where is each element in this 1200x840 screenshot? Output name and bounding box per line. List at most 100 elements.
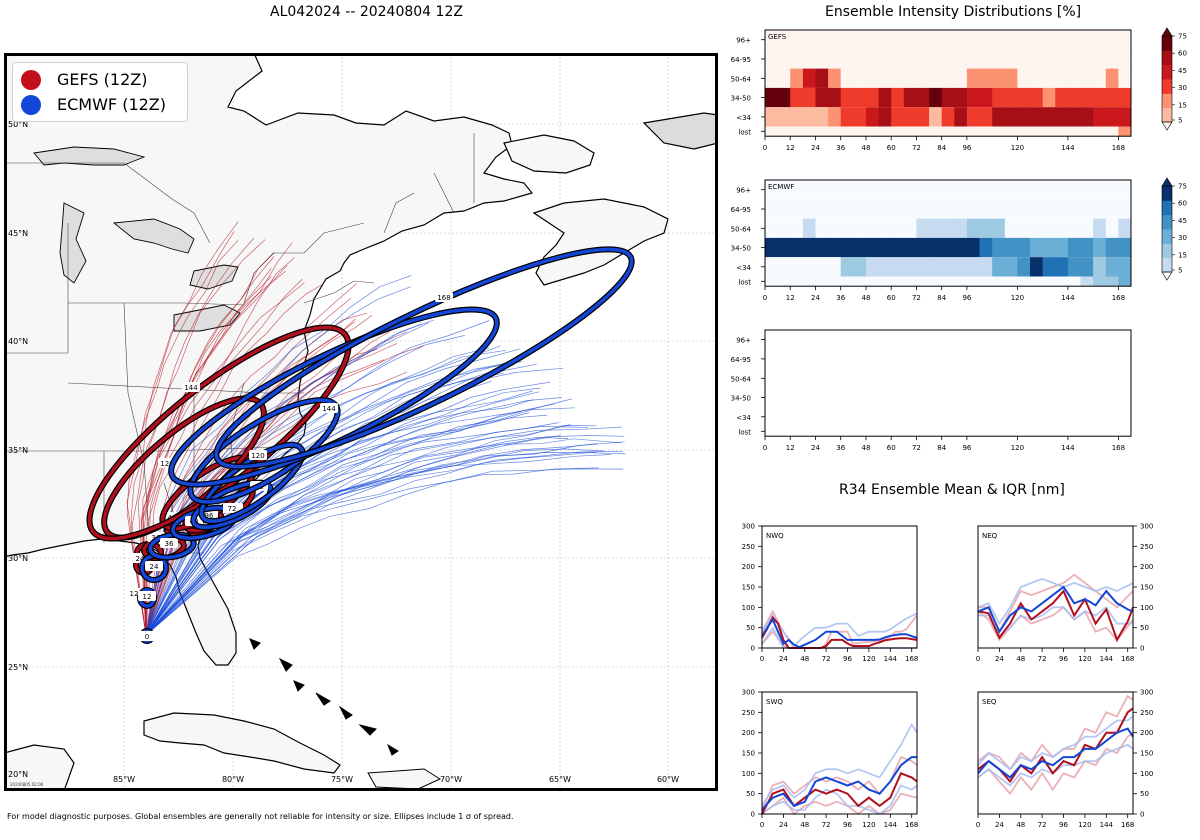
legend-label: ECMWF (12Z) [57,95,166,114]
heatmap-cell [815,30,829,50]
heatmap-cell [1105,30,1119,50]
heatmap-cell [878,276,892,287]
y-tick-label: lost [738,128,751,136]
heatmap-cell [1105,180,1119,200]
florida-keys-bahamas [249,638,399,756]
heatmap-cell [1004,257,1018,277]
r34-y-tick-label: 200 [1140,563,1153,571]
r34-x-tick-label: 120 [1078,655,1091,663]
x-tick-label: 72 [912,444,921,452]
ellipse-label-bg [138,631,156,641]
heatmap-cell [966,87,980,108]
x-tick-label: 168 [1112,444,1125,452]
heatmap-cell [903,107,917,127]
x-tick-label: 48 [862,294,871,302]
gefs-colorbar: 75 60 45 30 15 5 [1161,27,1187,131]
heatmap-cell [878,218,892,238]
ellipse-label-bg [145,561,163,571]
ellipse-label-bg [160,538,178,548]
x-tick-label: 84 [937,294,946,302]
colorbar-extend-top [1161,27,1173,37]
heatmap-cell [929,107,943,127]
heatmap-cell [802,87,816,108]
heatmap-cell [954,199,968,219]
panel-frame [764,29,1132,137]
heatmap-cell [853,107,867,127]
ellipse-label-bg [320,403,338,413]
heatmap-cell [840,199,854,219]
heatmap-cell [1042,218,1056,238]
heatmap-cell [878,49,892,69]
heatmap-cell [1067,180,1081,200]
r34-quadrant-label: SWQ [766,698,783,706]
legend-entry-gefs: GEFS (12Z) [21,67,179,92]
heatmap-cell [891,180,905,200]
heatmap-cell [1118,180,1132,200]
heatmap-cell [903,49,917,69]
lat-labels: 50°N 45°N 40°N 35°N 30°N 25°N 20°N [8,120,28,779]
colorbar-band [1162,50,1172,66]
heatmap-cell [979,257,993,277]
ellipse-stroke [214,247,634,469]
r34-series-line [977,727,1134,779]
heatmap-cell [903,126,917,137]
uncertainty-ellipse: 12 [137,587,157,609]
heatmap-cell [866,30,879,50]
uncertainty-ellipse: 0 [138,628,156,644]
heatmap-cell [790,126,804,137]
uncertainty-ellipse: 144 [86,324,352,542]
r34-x-tick-label: 48 [1016,821,1025,829]
y-tick-label: 50-64 [731,225,752,233]
colorbar-band [1162,243,1172,259]
colorbar-tick-label: 45 [1178,217,1187,225]
ellipse-hour-label: 120 [251,452,264,460]
heatmap-cell [765,126,778,137]
heatmap-cell [966,107,980,127]
heatmap-cell [891,199,905,219]
heatmap-cell [1080,49,1094,69]
heatmap-cell [765,68,778,88]
colorbar-tick-label: 60 [1178,200,1187,208]
heatmap-cell [777,107,791,127]
r34-y-tick-label: 200 [742,729,755,737]
ellipse-hour-label: 120 [160,460,173,468]
heatmap-cell [966,30,980,50]
heatmap-cell [765,87,778,108]
colorbar-frame [1161,35,1173,123]
heatmap-cell [1080,257,1094,277]
heatmap-cell [1042,199,1056,219]
heatmap-cell [1042,68,1056,88]
x-tick-label: 36 [836,444,845,452]
heatmap-cell [828,107,842,127]
heatmap-cell [1093,87,1107,108]
colorbar-band [1162,79,1172,94]
heatmap-cell [828,218,842,238]
heatmap-cell [878,199,892,219]
r34-series-line [761,756,917,811]
nova-scotia-island [642,112,718,150]
heatmap-cell [777,126,791,137]
heatmap-cell [1030,199,1043,219]
heatmap-cell [891,276,905,287]
r34-series-line [761,615,918,649]
heatmap-cell [1080,126,1094,137]
r34-x-tick-label: 24 [779,821,788,829]
heatmap-cell [1118,68,1132,88]
x-tick-label: 48 [862,444,871,452]
r34-y-tick-label: 0 [751,811,755,819]
heatmap-cell [878,107,892,127]
ellipse-hour-label: 12 [143,593,152,601]
colorbar-band [1162,257,1172,273]
heatmap-cell [903,218,917,238]
r34-x-tick-label: 48 [1016,655,1025,663]
heatmap-cell [765,49,778,69]
heatmap-cell [1080,30,1094,50]
heatmap-cell [1067,237,1081,258]
heatmap-cell [777,199,791,219]
ecmwf-colorbar: 75 60 45 30 15 5 [1161,177,1187,281]
r34-y-tick-label: 300 [742,689,755,697]
r34-x-tick-label: 144 [884,655,898,663]
heatmap-cell [966,257,980,277]
x-tick-label: 36 [836,144,845,152]
heatmap-cell [1055,180,1069,200]
